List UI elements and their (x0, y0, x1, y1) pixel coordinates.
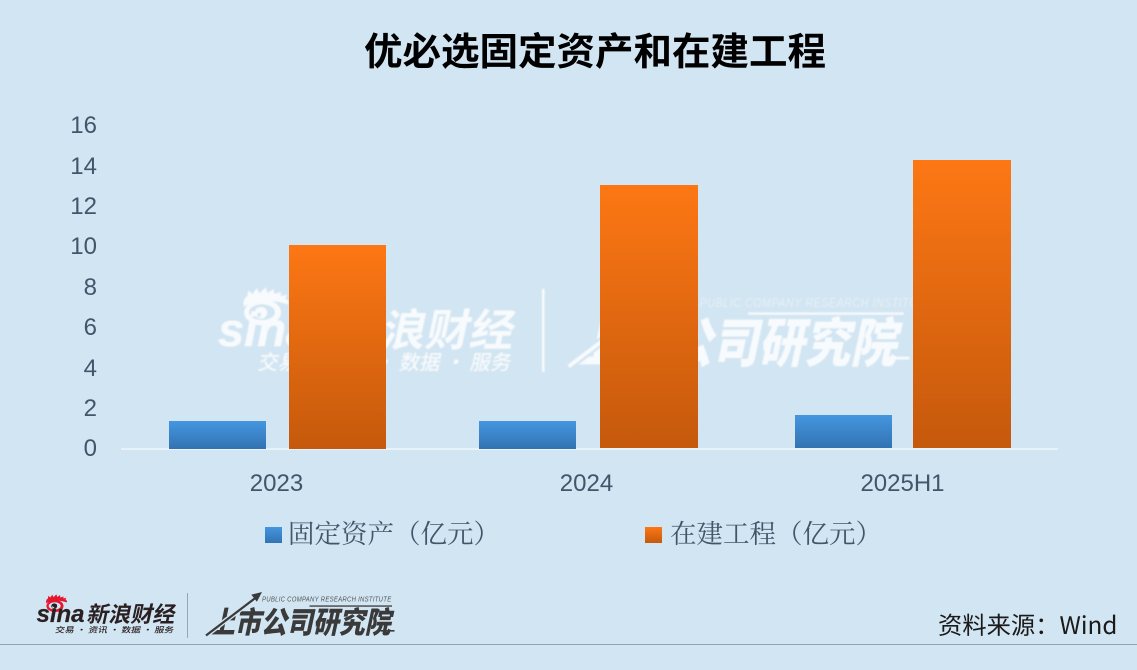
svg-text:PUBLIC COMPANY RESEARCH INSTIT: PUBLIC COMPANY RESEARCH INSTITUTE (700, 296, 933, 310)
svg-text:PUBLIC COMPANY RESEARCH INSTIT: PUBLIC COMPANY RESEARCH INSTITUTE (262, 596, 392, 604)
svg-text:sina: sina (37, 601, 85, 628)
